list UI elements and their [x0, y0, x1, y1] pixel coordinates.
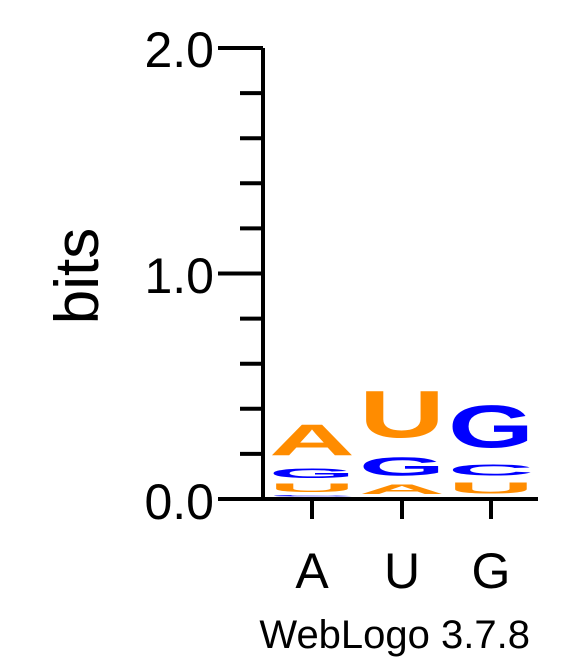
y-tick-label-1: 1.0: [144, 248, 214, 304]
y-ticks: [218, 46, 263, 501]
y-tick-label-2: 2.0: [144, 22, 214, 78]
logo-letter-a: A: [269, 416, 355, 465]
y-axis: 2.0 1.0 0.0 bits: [43, 22, 538, 530]
logo-letter-g: G: [448, 393, 534, 461]
x-tick-label-0: A: [295, 543, 329, 599]
weblogo-footer: WebLogo 3.7.8: [259, 613, 530, 657]
logo-letter-g: G: [359, 452, 445, 481]
logo-letter-a: A: [359, 481, 445, 497]
logo-letter-u: U: [359, 378, 445, 452]
y-axis-title: bits: [43, 228, 112, 324]
x-axis: A U G: [295, 499, 510, 599]
x-tick-label-2: G: [472, 543, 511, 599]
x-tick-label-1: U: [384, 543, 420, 599]
y-tick-label-0: 0.0: [144, 474, 214, 530]
logo-letter-c: C: [448, 461, 534, 479]
logo-letter-u: U: [269, 481, 355, 495]
logo-letter-c: C: [269, 495, 355, 497]
logo-letter-g: G: [269, 465, 355, 481]
logo-letter-u: U: [448, 479, 534, 497]
